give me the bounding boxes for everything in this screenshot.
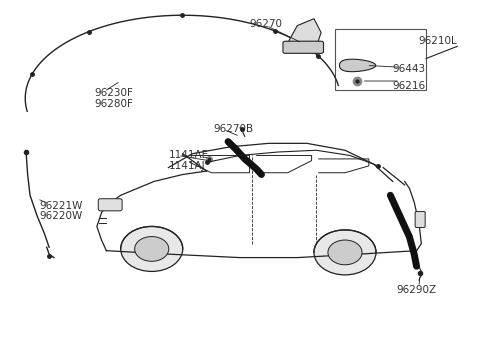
FancyBboxPatch shape [98, 199, 122, 211]
Text: 96290Z: 96290Z [396, 285, 437, 296]
FancyBboxPatch shape [283, 41, 324, 53]
Circle shape [328, 240, 362, 265]
Text: 96230F: 96230F [95, 88, 133, 98]
Polygon shape [288, 19, 321, 50]
Polygon shape [339, 59, 376, 72]
FancyBboxPatch shape [415, 211, 425, 228]
Text: 96221W: 96221W [39, 201, 83, 211]
Text: 96280F: 96280F [95, 98, 133, 109]
Circle shape [120, 227, 183, 272]
Text: 96220W: 96220W [39, 211, 83, 221]
Text: 96210L: 96210L [419, 36, 457, 46]
Circle shape [314, 230, 376, 275]
Text: 1141AJ: 1141AJ [168, 161, 205, 171]
Circle shape [135, 237, 169, 261]
Text: 96216: 96216 [393, 81, 426, 91]
Text: 96270: 96270 [250, 19, 283, 29]
Text: 1141AE: 1141AE [168, 150, 208, 161]
Text: 96443: 96443 [393, 64, 426, 74]
Text: 96270B: 96270B [214, 125, 254, 134]
